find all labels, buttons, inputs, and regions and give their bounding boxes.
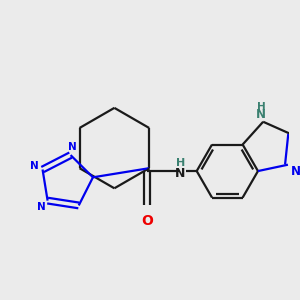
Text: N: N <box>68 142 76 152</box>
Text: N: N <box>37 202 46 212</box>
Text: H: H <box>256 102 265 112</box>
Text: N: N <box>175 167 186 180</box>
Text: N: N <box>256 108 266 121</box>
Text: O: O <box>141 214 153 228</box>
Text: H: H <box>176 158 185 168</box>
Text: N: N <box>291 165 300 178</box>
Text: N: N <box>31 160 39 171</box>
